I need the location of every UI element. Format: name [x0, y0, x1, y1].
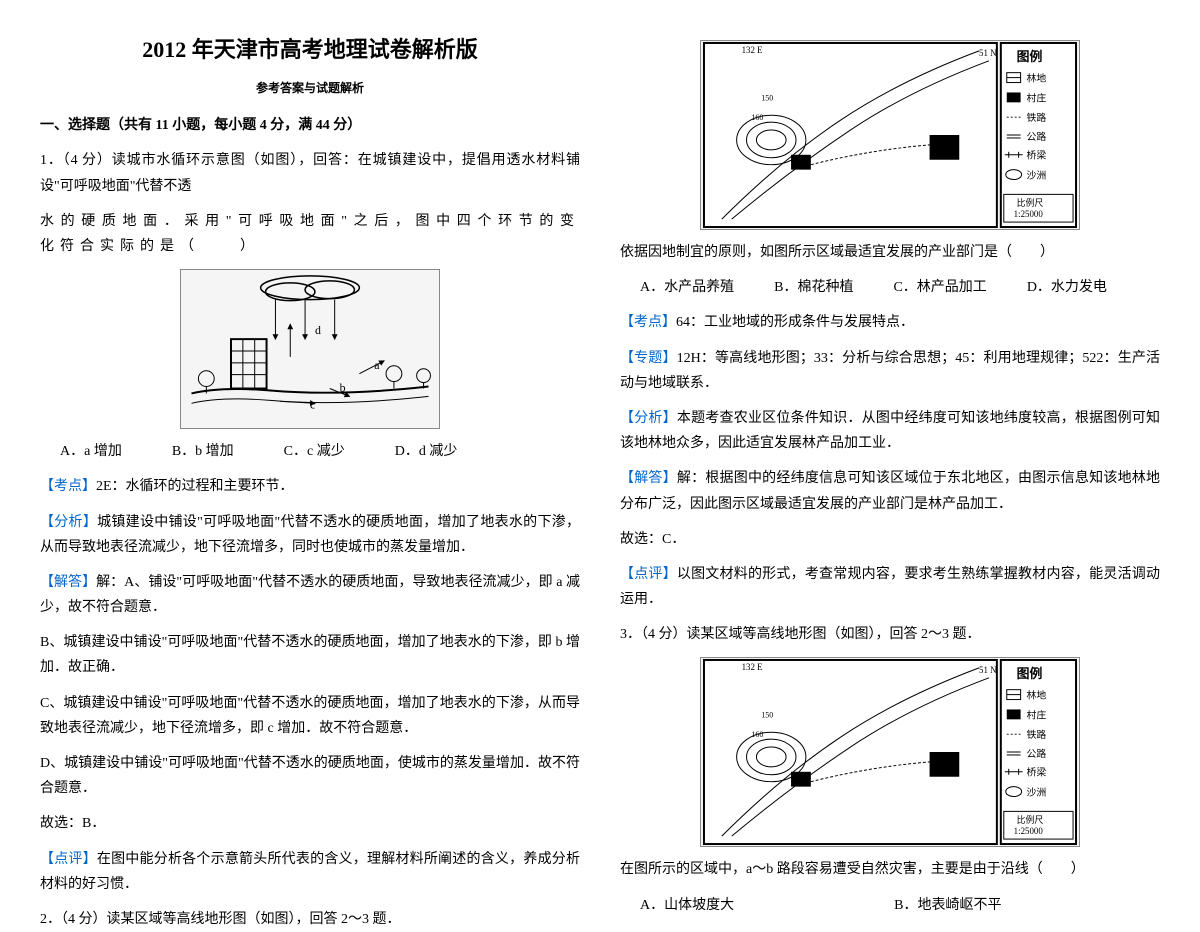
right-column: 132 E 51 N 150 160 图例 林地 村庄 铁路 公路 桥梁 沙洲 比例…	[620, 30, 1160, 818]
q2-opt-d: D．水力发电	[1027, 275, 1107, 300]
svg-text:132 E: 132 E	[742, 45, 763, 55]
q2-opt-c: C．林产品加工	[893, 275, 986, 300]
svg-text:桥梁: 桥梁	[1027, 149, 1047, 162]
svg-text:林地: 林地	[1027, 689, 1047, 702]
zhuanti-label: 【专题】	[620, 351, 677, 366]
q3-stem: 在图所示的区域中，a～b 路段容易遭受自然灾害，主要是由于沿线（ ）	[620, 857, 1160, 882]
jieda-label: 【解答】	[620, 471, 677, 486]
jieda-label: 【解答】	[40, 575, 96, 590]
dianping-label: 【点评】	[620, 567, 677, 582]
q3-intro: 3．（4 分）读某区域等高线地形图（如图），回答 2～3 题．	[620, 622, 1160, 647]
kaodian-label: 【考点】	[620, 315, 676, 330]
q1-stem-b: 水的硬质地面．采用"可呼吸地面"之后，图中四个环节的变化符合实际的是（ ）	[40, 209, 580, 259]
q1-jieda-d: D、城镇建设中铺设"可呼吸地面"代替不透水的硬质地面，使城市的蒸发量增加．故不符…	[40, 751, 580, 801]
svg-text:公路: 公路	[1027, 130, 1047, 143]
svg-text:c: c	[310, 397, 315, 411]
q3-opt-a: A．山体坡度大	[640, 893, 734, 918]
q1-fenxi: 【分析】城镇建设中铺设"可呼吸地面"代替不透水的硬质地面，增加了地表水的下渗，从…	[40, 510, 580, 560]
svg-text:图例: 图例	[1017, 49, 1043, 64]
dianping-label: 【点评】	[40, 852, 97, 867]
fenxi-label: 【分析】	[620, 411, 677, 426]
q2-opt-a: A．水产品养殖	[640, 275, 734, 300]
q3-options: A．山体坡度大 B．地表崎岖不平	[640, 893, 1160, 918]
q2-guxuan: 故选：C．	[620, 527, 1160, 552]
svg-text:160: 160	[751, 731, 763, 740]
page-subtitle: 参考答案与试题解析	[40, 78, 580, 100]
svg-text:132 E: 132 E	[742, 662, 763, 672]
svg-text:150: 150	[761, 711, 773, 720]
page-title: 2012 年天津市高考地理试卷解析版	[40, 30, 580, 70]
svg-text:图例: 图例	[1017, 666, 1043, 681]
q1-dianping: 【点评】在图中能分析各个示意箭头所代表的含义，理解材料所阐述的含义，养成分析材料…	[40, 847, 580, 897]
q2-options: A．水产品养殖 B．棉花种植 C．林产品加工 D．水力发电	[640, 275, 1160, 300]
svg-text:比例尺: 比例尺	[1017, 197, 1044, 208]
svg-text:160: 160	[751, 113, 763, 122]
svg-text:林地: 林地	[1027, 72, 1047, 85]
svg-text:村庄: 村庄	[1027, 91, 1047, 104]
svg-text:铁路: 铁路	[1027, 111, 1047, 124]
q1-stem-a: 1．（4 分）读城市水循环示意图（如图），回答：在城镇建设中，提倡用透水材料铺设…	[40, 148, 580, 198]
q1-jieda-b: B、城镇建设中铺设"可呼吸地面"代替不透水的硬质地面，增加了地表水的下渗，即 b…	[40, 630, 580, 680]
svg-text:1:25000: 1:25000	[1014, 827, 1044, 837]
svg-text:公路: 公路	[1027, 747, 1047, 760]
q1-kaodian: 【考点】2E：水循环的过程和主要环节．	[40, 474, 580, 499]
svg-text:桥梁: 桥梁	[1027, 766, 1047, 779]
q2-intro: 2．（4 分）读某区域等高线地形图（如图），回答 2～3 题．	[40, 907, 580, 932]
q1-opt-c: C．c 减少	[284, 439, 345, 464]
q3-opt-b: B．地表崎岖不平	[894, 893, 1001, 918]
svg-text:51 N: 51 N	[979, 665, 997, 675]
q1-options: A．a 增加 B．b 增加 C．c 减少 D．d 减少	[60, 439, 580, 464]
svg-text:铁路: 铁路	[1027, 729, 1047, 742]
left-column: 2012 年天津市高考地理试卷解析版 参考答案与试题解析 一、选择题（共有 11…	[40, 30, 580, 818]
svg-text:150: 150	[761, 93, 773, 102]
q2-dianping: 【点评】以图文材料的形式，考查常规内容，要求考生熟练掌握教材内容，能灵活调动运用…	[620, 562, 1160, 612]
q2-fenxi: 【分析】本题考查农业区位条件知识．从图中经纬度可知该地纬度较高，根据图例可知该地…	[620, 406, 1160, 456]
q2-kaodian: 【考点】64：工业地域的形成条件与发展特点．	[620, 310, 1160, 335]
svg-text:沙洲: 沙洲	[1027, 787, 1047, 799]
q2-stem: 依据因地制宜的原则，如图所示区域最适宜发展的产业部门是（ ）	[620, 240, 1160, 265]
fenxi-label: 【分析】	[40, 515, 97, 530]
svg-text:51 N: 51 N	[979, 48, 997, 58]
svg-text:d: d	[315, 323, 321, 337]
svg-text:比例尺: 比例尺	[1017, 815, 1044, 826]
q1-opt-b: B．b 增加	[172, 439, 234, 464]
q1-jieda-c: C、城镇建设中铺设"可呼吸地面"代替不透水的硬质地面，增加了地表水的下渗，从而导…	[40, 691, 580, 741]
section-header: 一、选择题（共有 11 小题，每小题 4 分，满 44 分）	[40, 113, 580, 138]
q2-zhuanti: 【专题】12H：等高线地形图；33：分析与综合思想；45：利用地理规律；522：…	[620, 346, 1160, 396]
q1-jieda-a: 【解答】解：A、铺设"可呼吸地面"代替不透水的硬质地面，导致地表径流减少，即 a…	[40, 570, 580, 620]
q1-diagram: a b c d	[180, 269, 440, 429]
q1-opt-a: A．a 增加	[60, 439, 122, 464]
q1-guxuan: 故选：B．	[40, 811, 580, 836]
kaodian-label: 【考点】	[40, 479, 96, 494]
svg-text:1:25000: 1:25000	[1014, 209, 1044, 219]
q2-jieda: 【解答】解：根据图中的经纬度信息可知该区域位于东北地区，由图示信息知该地林地分布…	[620, 466, 1160, 516]
svg-text:沙洲: 沙洲	[1027, 170, 1047, 182]
q3-map: 132 E 51 N 150 160 图例 林地 村庄 铁路 公路 桥梁 沙洲 比例…	[700, 657, 1080, 847]
q1-opt-d: D．d 减少	[395, 439, 458, 464]
q2-map: 132 E 51 N 150 160 图例 林地 村庄 铁路 公路 桥梁 沙洲 比例…	[700, 40, 1080, 230]
q2-opt-b: B．棉花种植	[774, 275, 853, 300]
svg-text:村庄: 村庄	[1027, 709, 1047, 722]
